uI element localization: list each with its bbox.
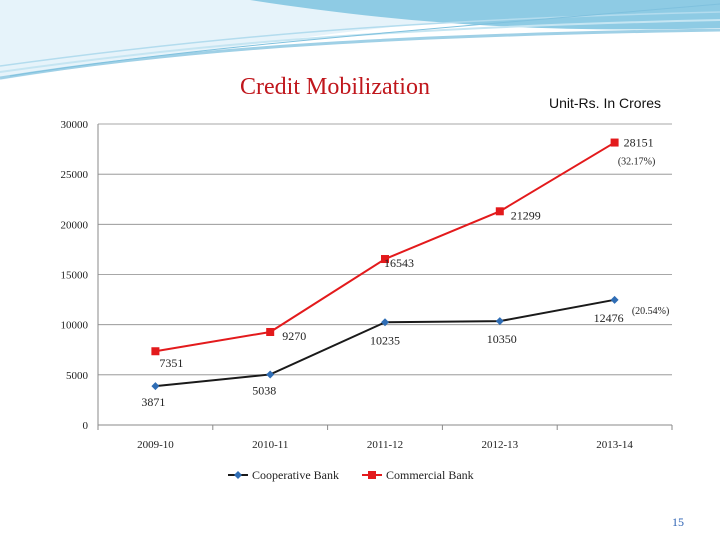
commercial-bank-growth-annotation: (32.17%) <box>618 157 656 168</box>
commercial-bank-point-0 <box>151 347 160 356</box>
cooperative-bank-point-0 <box>151 382 160 391</box>
x-tick-label-2011-12: 2011-12 <box>367 439 403 451</box>
y-tick-label-30000: 30000 <box>61 119 89 131</box>
cooperative-bank-data-label-1: 5038 <box>252 383 276 397</box>
legend-marker-cooperative-bank <box>234 471 242 479</box>
commercial-bank-data-label-2: 16543 <box>384 256 414 270</box>
commercial-bank-data-label-0: 7351 <box>159 356 183 370</box>
slide-title: Credit Mobilization <box>240 74 430 100</box>
commercial-bank-data-label-3: 21299 <box>511 208 541 222</box>
x-tick-label-2012-13: 2012-13 <box>481 439 518 451</box>
chart-axes: 0 5000 10000 15000 20000 25000 30000 2009-10 201… <box>61 119 673 451</box>
commercial-bank-point-1 <box>266 327 275 336</box>
unit-label: Unit-Rs. In Crores <box>549 95 662 111</box>
cooperative-bank-data-label-0: 3871 <box>141 395 165 409</box>
chart-series <box>151 138 619 391</box>
y-tick-label-25000: 25000 <box>61 169 89 181</box>
commercial-bank-data-label-1: 9270 <box>282 329 306 343</box>
cooperative-bank-point-1 <box>266 370 275 379</box>
cooperative-bank-data-label-2: 10235 <box>370 333 400 347</box>
cooperative-bank-growth-annotation: (20.54%) <box>632 306 670 317</box>
commercial-bank-point-3 <box>495 207 504 216</box>
commercial-bank-data-label-4: 28151 <box>624 136 654 150</box>
legend-label-cooperative-bank: Cooperative Bank <box>252 468 339 482</box>
x-tick-label-2013-14: 2013-14 <box>596 439 633 451</box>
cooperative-bank-data-label-3: 10350 <box>487 332 517 346</box>
cooperative-bank-point-2 <box>381 318 389 327</box>
cooperative-bank-point-3 <box>495 317 504 326</box>
legend-label-commercial-bank: Commercial Bank <box>386 468 474 482</box>
cooperative-bank-data-label-4: 12476 <box>594 311 624 325</box>
legend-marker-commercial-bank <box>368 471 376 479</box>
chart-legend: Cooperative Bank Commercial Bank <box>228 468 474 482</box>
y-tick-label-10000: 10000 <box>61 320 89 332</box>
y-tick-label-20000: 20000 <box>61 219 89 231</box>
chart-data-labels: 3871 5038 10235 10350 12476 (20.54%) 7351 9270 1… <box>141 136 669 410</box>
cooperative-bank-point-4 <box>610 295 619 304</box>
y-tick-label-15000: 15000 <box>61 270 89 282</box>
commercial-bank-point-2 <box>381 255 389 264</box>
y-tick-label-5000: 5000 <box>66 370 89 382</box>
x-tick-label-2010-11: 2010-11 <box>252 439 288 451</box>
header-wave-decoration <box>0 0 720 80</box>
page-number: 15 <box>672 515 684 529</box>
y-tick-label-0: 0 <box>83 420 89 432</box>
commercial-bank-point-4 <box>610 138 619 147</box>
x-tick-label-2009-10: 2009-10 <box>137 439 174 451</box>
